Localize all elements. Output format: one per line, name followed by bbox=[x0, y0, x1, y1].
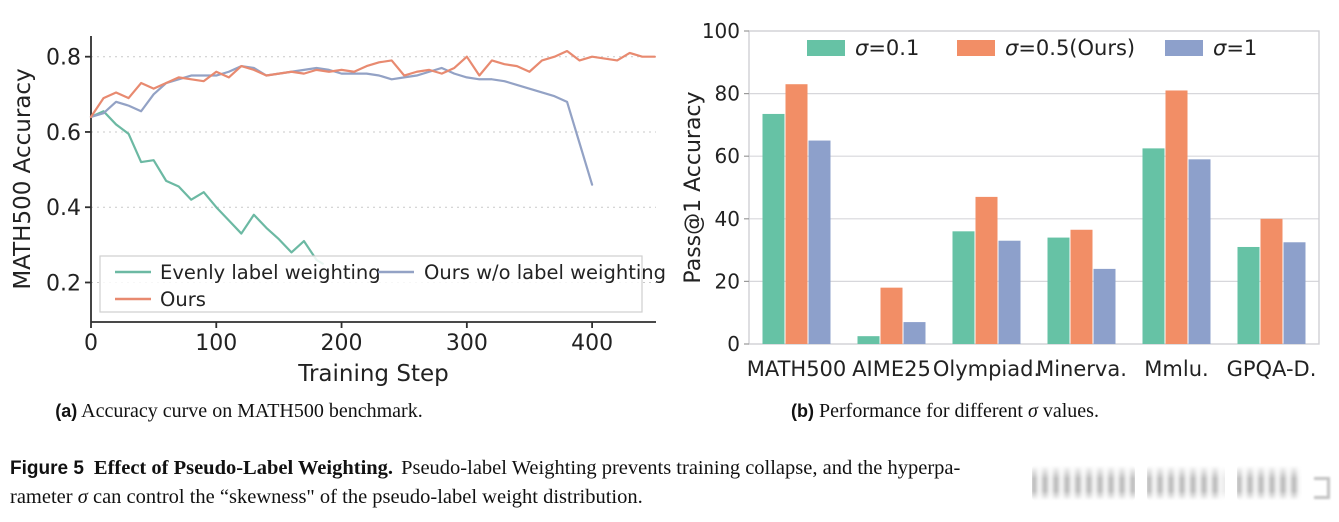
legend-label: Ours bbox=[160, 288, 206, 311]
plot-frame bbox=[748, 30, 1320, 345]
y-tick-label: 0.4 bbox=[46, 196, 81, 221]
category-label: Mmlu. bbox=[1144, 357, 1208, 381]
figure-caption-line1: Figure 5 Effect of Pseudo-Label Weighting… bbox=[10, 454, 1332, 483]
legend-swatch bbox=[1165, 40, 1203, 56]
bar-mmlu--series-2 bbox=[1188, 159, 1211, 344]
y-tick-label: 100 bbox=[702, 19, 740, 43]
subcaption-a: (a) Accuracy curve on MATH500 benchmark. bbox=[24, 400, 454, 423]
bar-gpqa-d--series-2 bbox=[1283, 242, 1306, 344]
legend-label: σ=0.1 bbox=[855, 36, 919, 60]
subcaption-b: (b) Performance for different σ values. bbox=[750, 400, 1140, 423]
line-chart-math500-accuracy: 0 100 200 300 400 0.2 0.4 0.6 0.8 Training Step MA… bbox=[10, 36, 666, 387]
figure-caption-line2: rameter σ can control the “skewness" of … bbox=[10, 483, 1332, 512]
category-label: Minerva. bbox=[1036, 357, 1127, 381]
line-series-evenly-label-weighting bbox=[89, 110, 324, 265]
bar-olympiad--series-2 bbox=[998, 240, 1021, 344]
bar-math500-series-1 bbox=[785, 84, 808, 345]
bar-aime25-series-0 bbox=[857, 336, 880, 344]
x-tick-label: 100 bbox=[195, 331, 237, 356]
legend-box bbox=[99, 255, 643, 313]
subcaption-b-text-pre: Performance for different bbox=[814, 400, 1028, 422]
bar-olympiad--series-1 bbox=[975, 196, 998, 344]
bar-math500-series-0 bbox=[762, 113, 785, 344]
line-chart-legend: Evenly label weighting Ours w/o label wei… bbox=[99, 255, 666, 313]
x-tick-label: 300 bbox=[446, 331, 488, 356]
x-axis-title: Training Step bbox=[297, 361, 448, 387]
sigma-symbol: σ bbox=[1028, 400, 1038, 422]
bar-minerva--series-0 bbox=[1047, 237, 1070, 344]
category-label: GPQA-D. bbox=[1227, 357, 1317, 381]
sigma-symbol: σ bbox=[77, 486, 88, 508]
x-tick-label: 400 bbox=[571, 331, 613, 356]
figure-caption: Figure 5 Effect of Pseudo-Label Weighting… bbox=[10, 454, 1332, 512]
y-tick-label: 0.6 bbox=[46, 121, 81, 146]
subcaption-b-label: (b) bbox=[791, 401, 815, 421]
figure-caption-text1: Pseudo-label Weighting prevents training… bbox=[401, 457, 961, 479]
y-tick-label: 60 bbox=[715, 144, 740, 168]
bar-gpqa-d--series-1 bbox=[1260, 218, 1283, 344]
bar-minerva--series-2 bbox=[1093, 268, 1116, 344]
line-series-ours bbox=[89, 49, 656, 119]
y-tick-label: 40 bbox=[715, 207, 740, 231]
legend-swatch bbox=[957, 40, 995, 56]
y-tick-label: 0 bbox=[727, 332, 740, 356]
category-label: MATH500 bbox=[747, 357, 847, 381]
x-tick-label: 200 bbox=[321, 331, 363, 356]
legend-swatch bbox=[807, 40, 845, 56]
y-axis-title: Pass@1 Accuracy bbox=[681, 91, 706, 283]
bar-chart-legend: σ=0.1 σ=0.5(Ours) σ=1 bbox=[807, 36, 1257, 60]
bar-minerva--series-1 bbox=[1070, 229, 1093, 344]
line-series-ours-w-o-label-weighting bbox=[89, 65, 594, 186]
bar-aime25-series-1 bbox=[880, 287, 903, 344]
legend-label: Ours w/o label weighting bbox=[424, 261, 666, 284]
figure-caption-text2a: rameter bbox=[10, 486, 78, 508]
x-tick-label: 0 bbox=[84, 331, 98, 356]
figure-number: Figure 5 bbox=[10, 458, 84, 479]
legend-label: σ=1 bbox=[1213, 36, 1257, 60]
subcaption-a-label: (a) bbox=[55, 401, 78, 421]
bar-math500-series-2 bbox=[808, 140, 831, 344]
y-tick-label: 80 bbox=[715, 82, 740, 106]
subcaption-a-text: Accuracy curve on MATH500 benchmark. bbox=[77, 400, 423, 422]
bar-gpqa-d--series-0 bbox=[1237, 246, 1260, 344]
category-label: AIME25 bbox=[852, 357, 931, 381]
category-label: Olympiad. bbox=[933, 357, 1040, 381]
bar-mmlu--series-0 bbox=[1142, 148, 1165, 344]
bar-mmlu--series-1 bbox=[1165, 90, 1188, 344]
legend-label: σ=0.5(Ours) bbox=[1005, 36, 1135, 60]
bar-olympiad--series-0 bbox=[952, 231, 975, 344]
y-tick-label: 20 bbox=[715, 269, 740, 293]
subcaption-b-text-post: values. bbox=[1037, 400, 1099, 422]
figure-title: Effect of Pseudo-Label Weighting. bbox=[93, 457, 394, 479]
bar-aime25-series-2 bbox=[903, 322, 926, 344]
y-tick-label: 0.2 bbox=[46, 271, 81, 296]
y-tick-label: 0.8 bbox=[46, 46, 81, 71]
bar-chart-sigma-performance: 0 20 40 60 80 100 Pass@1 Accuracy MATH500 AIME25… bbox=[681, 19, 1320, 381]
legend-label: Evenly label weighting bbox=[160, 261, 381, 284]
y-axis-title: MATH500 Accuracy bbox=[10, 68, 36, 289]
figure-caption-text2b: can control the “skewness" of the pseudo… bbox=[87, 486, 643, 508]
